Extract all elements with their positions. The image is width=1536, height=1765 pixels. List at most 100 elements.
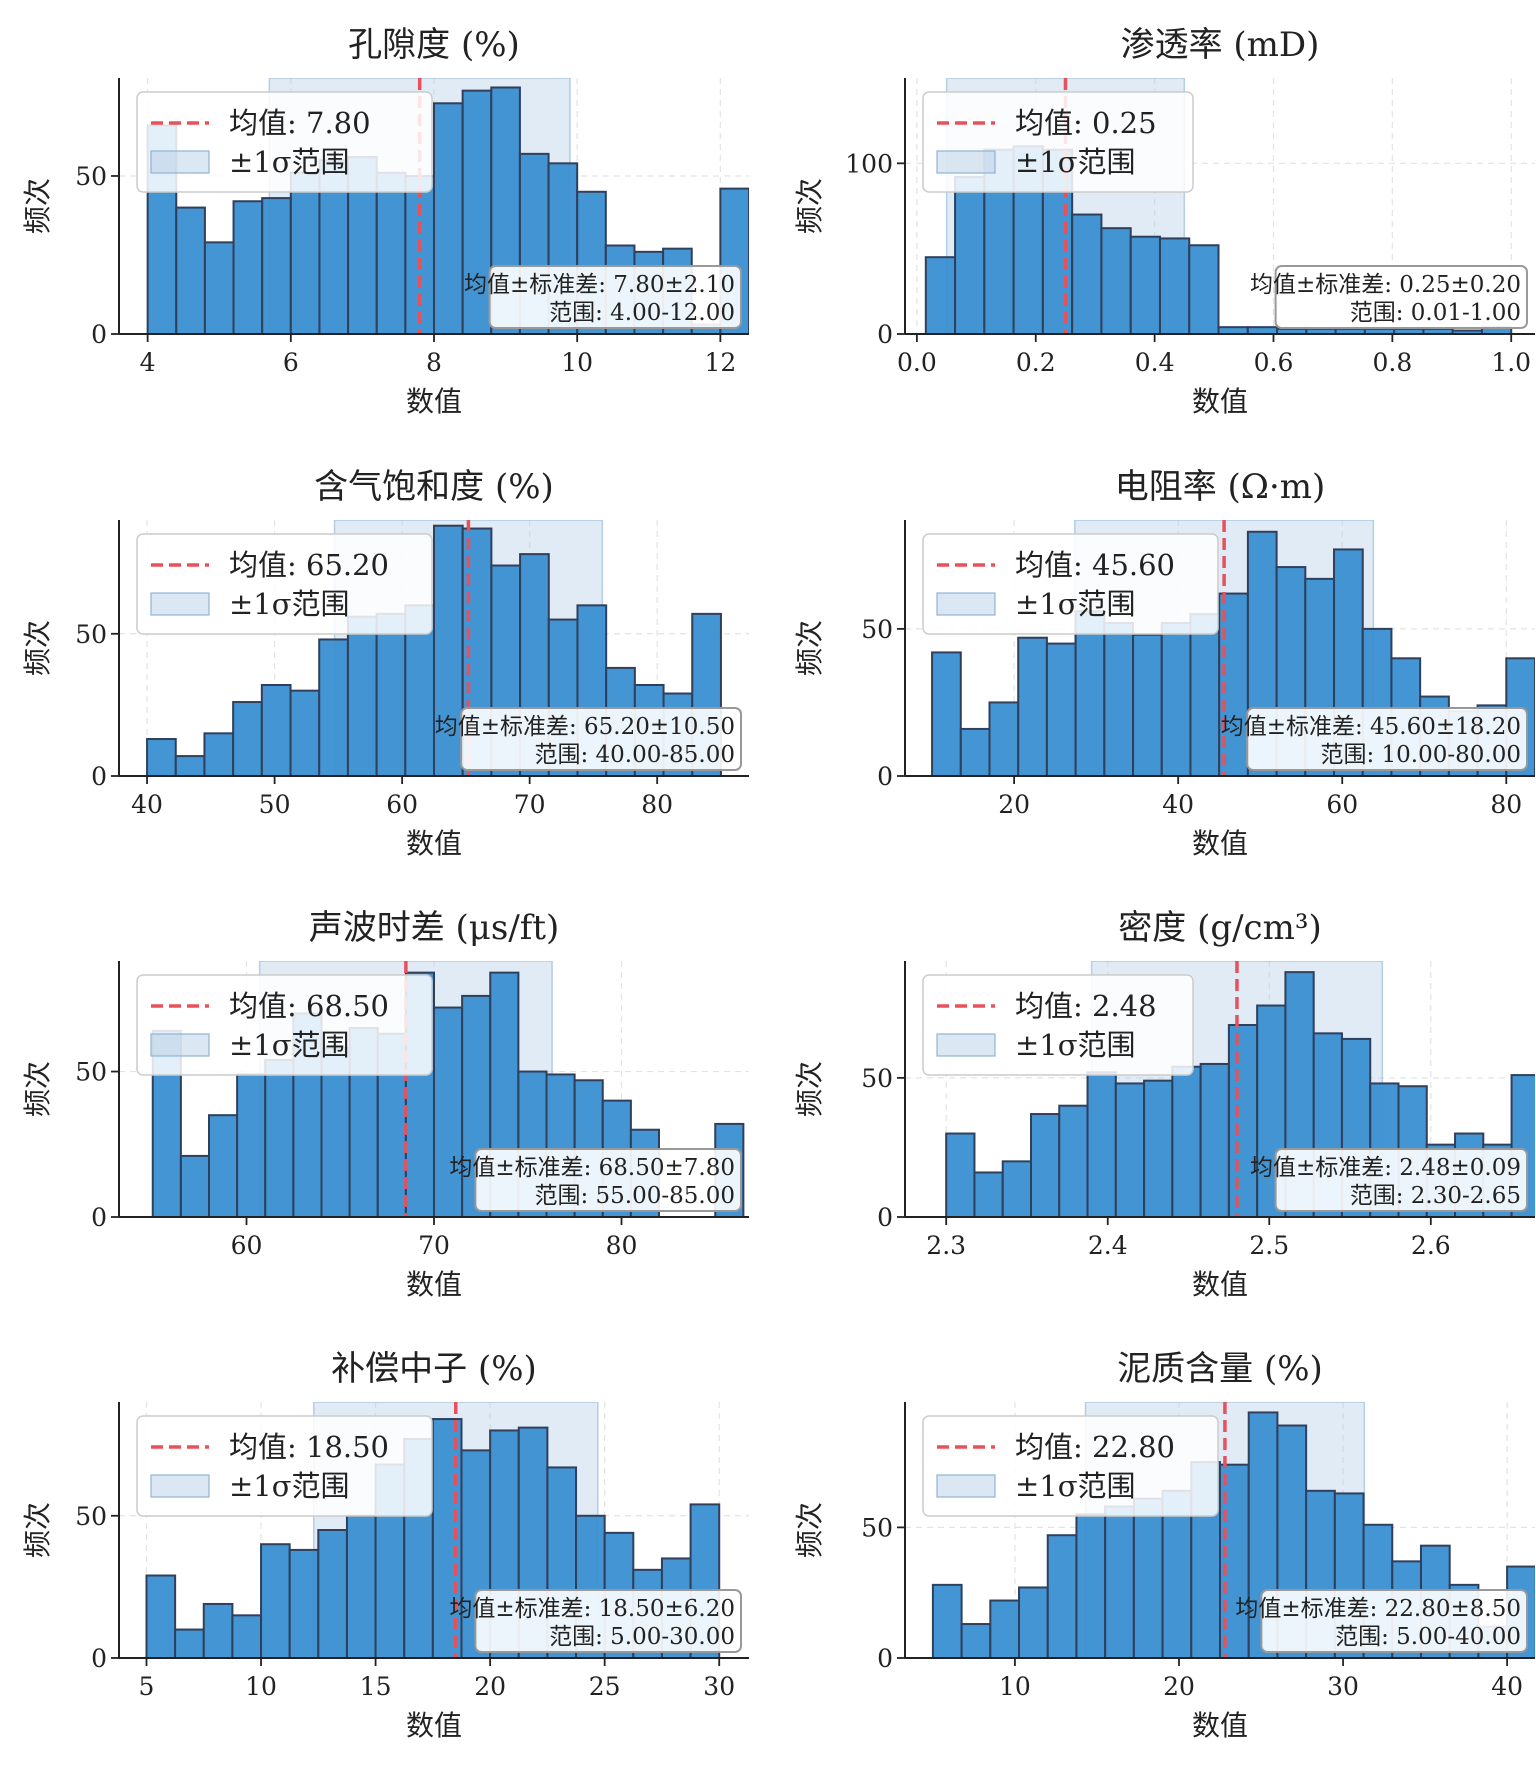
histogram-bar [208,1114,239,1217]
legend-sigma-label: ±1σ范围 [229,1028,350,1062]
x-tick-label: 6 [283,348,299,377]
subplot-8: 10 20 30 40 0 50 泥质含量 (%) 数值 频次 均值: 22.80 ±1σ范围均值±… [793,1349,1535,1742]
subplot-title: 电阻率 (Ω·m) [1115,467,1326,507]
stats-box-frame [1274,265,1528,329]
histogram-bar [261,197,292,334]
histogram-bar [1132,633,1163,776]
x-tick-label: 60 [386,790,418,819]
legend: 均值: 22.80 ±1σ范围 [922,1415,1219,1517]
histogram-bar [260,683,292,776]
x-tick-label: 30 [703,1672,735,1701]
histogram-bar [1227,1024,1259,1217]
legend-mean-label: 均值: 45.60 [1015,548,1175,582]
stats-mean-std: 均值±标准差: 65.20±10.50 [435,714,735,740]
legend-sigma-label: ±1σ范围 [229,587,350,621]
subplot-7: 5 10 15 20 25 30 0 50 补偿中子 (%) 数值 频次 均值: 18.50 ±1σ范围… [21,1349,749,1742]
legend-box [136,533,433,635]
x-tick-label: 10 [561,348,593,377]
stats-mean-std: 均值±标准差: 22.80±8.50 [1235,1596,1521,1622]
legend-mean-label: 均值: 65.20 [229,548,389,582]
subplot-4: 20 40 60 80 0 50 电阻率 (Ω·m) 数值 频次 均值: 45.60 ±1σ范围均值… [793,467,1535,860]
histogram-bar [375,612,407,776]
histogram-bar [433,102,464,334]
histogram-bar [1071,213,1103,334]
stats-range: 范围: 40.00-85.00 [534,742,735,768]
histogram-bar [1171,1065,1202,1217]
x-tick-label: 70 [514,790,546,819]
y-axis-label: 频次 [21,620,54,676]
histogram-bar [146,738,177,776]
histogram-bar [1104,1505,1135,1658]
histogram-bar [945,1132,976,1217]
histogram-bar [231,1614,263,1658]
stats-mean-std: 均值±标准差: 18.50±6.20 [449,1596,735,1622]
histogram-bar [232,200,264,334]
subplot-1: 4 6 8 10 12 0 50 孔隙度 (%) 数值 频次 均值: 7.80 ±1σ范围均值±标准差… [21,25,749,418]
histogram-bar [1160,621,1192,776]
histogram-bar [145,1574,177,1658]
histogram-bar [288,1548,320,1658]
x-tick-label: 50 [259,790,291,819]
legend-box [136,91,433,193]
y-tick-label: 50 [861,1064,893,1093]
y-tick-label: 0 [877,1203,893,1232]
subplot-title: 含气饱和度 (%) [314,467,554,507]
histogram-bar [264,1058,295,1217]
y-tick-label: 0 [877,320,893,349]
histogram-bar [1030,1113,1061,1217]
x-axis-label: 数值 [406,1709,462,1742]
histogram-bar [179,1154,210,1217]
x-axis-label: 数值 [406,827,462,860]
stats-box-frame [460,707,742,771]
histogram-bar [924,256,957,334]
x-tick-label: 5 [139,1672,155,1701]
x-tick-label: 8 [426,348,442,377]
legend-sigma-swatch [936,1474,996,1498]
legend-mean-label: 均值: 68.50 [229,989,389,1023]
legend-sigma-swatch [150,1033,210,1057]
histogram-bar [1189,613,1221,776]
legend-mean-label: 均值: 7.80 [229,106,371,140]
histogram-bar [960,1623,992,1658]
x-tick-label: 60 [231,1231,263,1260]
x-tick-label: 2.5 [1249,1231,1289,1260]
histogram-bar [289,171,321,334]
histogram-bar [1074,610,1106,776]
legend: 均值: 18.50 ±1σ范围 [136,1415,433,1517]
legend-sigma-swatch [936,1033,996,1057]
legend: 均值: 2.48 ±1σ范围 [922,974,1194,1076]
histogram-bar [236,1073,267,1217]
histogram-bar [1018,1586,1049,1658]
y-tick-label: 50 [861,615,893,644]
legend-sigma-swatch [936,150,996,174]
histogram-bar [1199,1062,1230,1217]
x-axis-label: 数值 [406,1268,462,1301]
x-tick-label: 80 [641,790,673,819]
legend-sigma-swatch [150,592,210,616]
histogram-bar [1046,1534,1078,1658]
y-tick-label: 0 [91,762,107,791]
histogram-bar [1017,636,1048,776]
x-tick-label: 4 [140,348,156,377]
y-axis-label: 频次 [793,620,826,676]
y-axis-label: 频次 [21,1502,54,1558]
x-axis-label: 数值 [1192,385,1248,418]
legend-sigma-swatch [150,1474,210,1498]
histogram-bar [175,206,206,334]
histogram-bar [1188,244,1220,334]
histogram-bar [375,171,407,334]
stats-mean-std: 均值±标准差: 0.25±0.20 [1250,272,1521,298]
y-axis-label: 频次 [21,1061,54,1117]
histogram-bar [1217,326,1249,334]
x-tick-label: 2.6 [1411,1231,1451,1260]
legend-mean-label: 均值: 2.48 [1015,989,1157,1023]
histogram-bar [1129,235,1161,334]
subplot-title: 密度 (g/cm³) [1118,908,1321,948]
stats-box-frame [474,1589,742,1653]
histogram-bar [203,241,235,334]
stats-range: 范围: 0.01-1.00 [1350,300,1521,326]
